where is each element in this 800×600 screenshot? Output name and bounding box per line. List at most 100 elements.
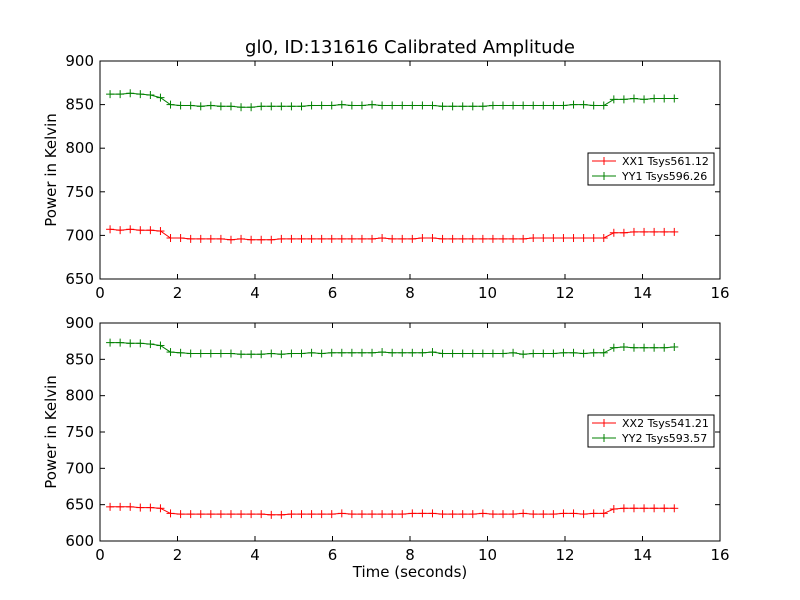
data-point	[166, 100, 175, 109]
legend-label: YY1 Tsys596.26	[621, 170, 707, 183]
data-point	[468, 102, 477, 111]
data-point	[307, 101, 316, 110]
data-point	[488, 349, 497, 358]
data-point	[670, 94, 679, 103]
y-tick-label: 850	[65, 96, 94, 114]
data-point	[297, 349, 306, 358]
data-point	[196, 102, 205, 111]
data-point	[327, 510, 336, 519]
data-point	[428, 101, 437, 110]
data-point	[589, 101, 598, 110]
data-point	[609, 505, 618, 514]
data-point	[509, 510, 518, 519]
y-tick-label: 650	[65, 496, 94, 514]
data-point	[529, 101, 538, 110]
data-point	[539, 510, 548, 519]
data-point	[509, 101, 518, 110]
data-point	[499, 510, 507, 519]
data-point	[237, 234, 246, 243]
x-tick-label: 8	[405, 546, 415, 564]
y-tick-label: 650	[65, 270, 94, 288]
y-tick-label: 750	[65, 183, 94, 201]
data-point	[619, 342, 628, 351]
data-point	[418, 348, 427, 357]
data-point	[347, 101, 356, 110]
data-point	[629, 343, 638, 352]
data-point	[176, 234, 185, 243]
data-point	[317, 234, 326, 243]
data-point	[650, 94, 659, 103]
legend-label: XX1 Tsys561.12	[622, 155, 709, 168]
data-point	[609, 228, 618, 237]
data-point	[549, 510, 558, 519]
data-point	[549, 349, 558, 358]
data-point	[368, 348, 377, 357]
data-point	[529, 234, 538, 243]
legend-box	[587, 152, 715, 186]
data-point	[579, 510, 588, 519]
data-point	[478, 234, 487, 243]
data-point	[499, 349, 507, 358]
data-point	[640, 95, 649, 104]
data-point	[368, 234, 377, 243]
data-point	[499, 234, 507, 243]
data-point	[347, 234, 356, 243]
data-point	[196, 349, 205, 358]
data-point	[478, 349, 487, 358]
data-point	[327, 101, 336, 110]
data-point	[640, 343, 649, 352]
data-point	[156, 504, 165, 513]
x-tick-label: 4	[250, 546, 260, 564]
data-point	[539, 101, 548, 110]
legend: XX2 Tsys541.21 YY2 Tsys593.57	[587, 414, 715, 448]
data-point	[378, 510, 387, 519]
data-point	[226, 510, 235, 519]
data-point	[267, 510, 276, 519]
data-point	[458, 234, 467, 243]
data-point	[206, 349, 215, 358]
data-point	[277, 510, 286, 519]
x-tick-label: 2	[173, 546, 183, 564]
x-tick-label: 0	[95, 284, 105, 302]
data-point	[206, 101, 215, 110]
data-point	[357, 234, 366, 243]
data-point	[378, 348, 387, 357]
data-point	[388, 510, 397, 519]
x-axis-label: Time (seconds)	[352, 563, 468, 581]
data-point	[267, 102, 276, 111]
legend: XX1 Tsys561.12 YY1 Tsys596.26	[587, 152, 715, 186]
bottom-panel: 0 2 4 6 8 10 12 14 16 600 650 700 750 800 850 900 Power …	[42, 314, 730, 581]
data-point	[287, 510, 296, 519]
data-point	[378, 234, 387, 243]
data-point	[519, 234, 528, 243]
x-tick-label: 6	[328, 284, 338, 302]
data-point	[297, 102, 306, 111]
data-point	[438, 510, 447, 519]
data-point	[629, 94, 638, 103]
data-point	[660, 227, 669, 236]
data-point	[337, 348, 346, 357]
x-tick-label: 2	[173, 284, 183, 302]
data-point	[619, 95, 628, 104]
data-point	[347, 510, 356, 519]
data-point	[337, 100, 346, 109]
data-point	[126, 339, 135, 348]
data-point	[438, 234, 447, 243]
data-point	[458, 102, 467, 111]
data-point	[599, 234, 608, 243]
y-axis-label: Power in Kelvin	[42, 113, 60, 227]
data-point	[206, 510, 215, 519]
data-point	[388, 348, 397, 357]
data-point	[166, 234, 175, 243]
data-point	[226, 102, 235, 111]
data-point	[337, 509, 346, 518]
x-tick-label: 6	[328, 546, 338, 564]
legend-label: XX2 Tsys541.21	[622, 417, 709, 430]
data-point	[418, 101, 427, 110]
data-point	[317, 349, 326, 358]
data-point	[378, 101, 387, 110]
data-point	[116, 338, 125, 347]
data-point	[519, 509, 528, 518]
data-point	[670, 504, 679, 513]
data-point	[287, 349, 296, 358]
